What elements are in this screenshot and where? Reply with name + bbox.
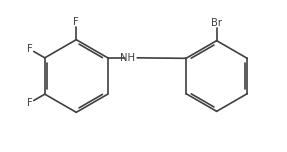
Text: Br: Br — [211, 18, 222, 28]
Text: F: F — [27, 44, 32, 54]
Text: F: F — [73, 17, 79, 27]
Text: NH: NH — [120, 53, 135, 63]
Text: F: F — [27, 98, 32, 108]
